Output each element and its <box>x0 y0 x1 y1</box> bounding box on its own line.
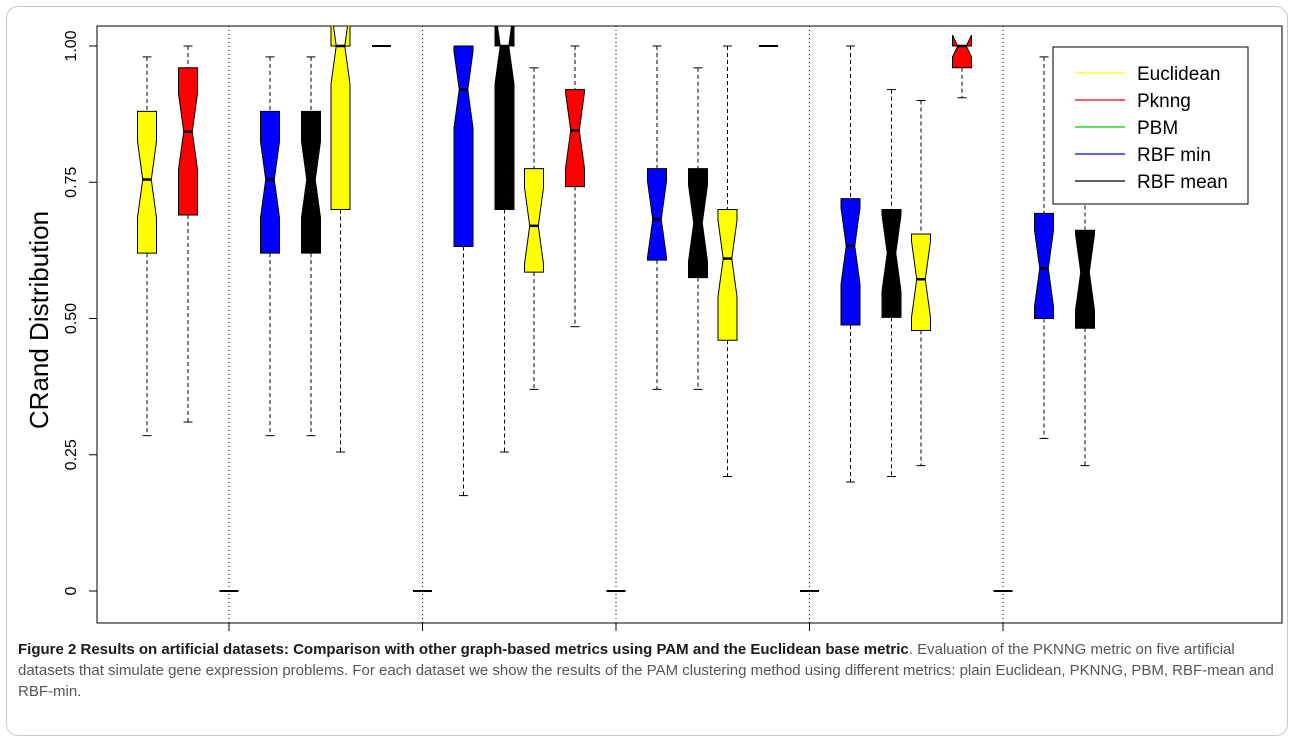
plot-area: 0 0.25 0.50 0.75 1.00 A−1 A−2 A−3 A−4 A−5 Euclidea… <box>63 25 1283 640</box>
legend-label: Pknng <box>1137 91 1191 112</box>
figure-frame <box>6 6 1288 736</box>
box-rbf-min <box>647 168 667 261</box>
x-tick-label: A−3 <box>594 636 637 640</box>
legend-label: RBF mean <box>1137 172 1228 193</box>
box-pknng <box>952 34 972 69</box>
box-rbf-mean <box>301 110 321 254</box>
plot-border <box>96 25 1283 624</box>
legend-label: RBF min <box>1137 145 1211 166</box>
boxplot-chart: 0 0.25 0.50 0.75 1.00 A−1 A−2 A−3 A−4 A−5 Euclidea… <box>24 25 1283 640</box>
box-rbf-min <box>260 110 280 254</box>
box-rbf-mean <box>1075 229 1095 329</box>
box-rbf-mean <box>881 209 902 318</box>
legend-label: Euclidean <box>1137 64 1220 85</box>
x-tick-label: A−5 <box>981 636 1024 640</box>
box-rbf-min <box>840 198 861 326</box>
y-axis-label: CRand Distribution <box>24 211 54 429</box>
y-tick-label: 0 <box>63 586 80 595</box>
box-euclidean <box>717 209 738 341</box>
box-rbf-min <box>453 45 474 248</box>
box-euclidean <box>330 26 351 210</box>
y-tick-label: 0.50 <box>63 303 80 334</box>
x-tick-label: A−4 <box>788 636 831 640</box>
box-pknng <box>178 67 198 216</box>
box-rbf-mean <box>494 26 515 210</box>
caption-title-end: . <box>908 641 913 658</box>
box-rbf-min <box>1034 212 1054 319</box>
caption-title: Figure 2 Results on artificial datasets:… <box>18 641 909 658</box>
caption-body: Evaluation of the PKNNG metric on five a… <box>18 641 1274 700</box>
figure-caption: Figure 2 Results on artificial datasets:… <box>18 639 1280 702</box>
box-pknng <box>565 89 585 188</box>
y-tick-label: 1.00 <box>63 30 80 61</box>
boxes-layer <box>137 26 1095 592</box>
x-tick-label: A−2 <box>401 636 444 640</box>
y-tick-label: 0.75 <box>63 167 80 198</box>
box-euclidean <box>911 233 931 331</box>
box-euclidean <box>524 168 544 273</box>
legend-label: PBM <box>1137 118 1178 139</box>
x-tick-label: A−1 <box>207 636 250 640</box>
y-tick-label: 0.25 <box>63 439 80 470</box>
box-euclidean <box>137 110 157 254</box>
